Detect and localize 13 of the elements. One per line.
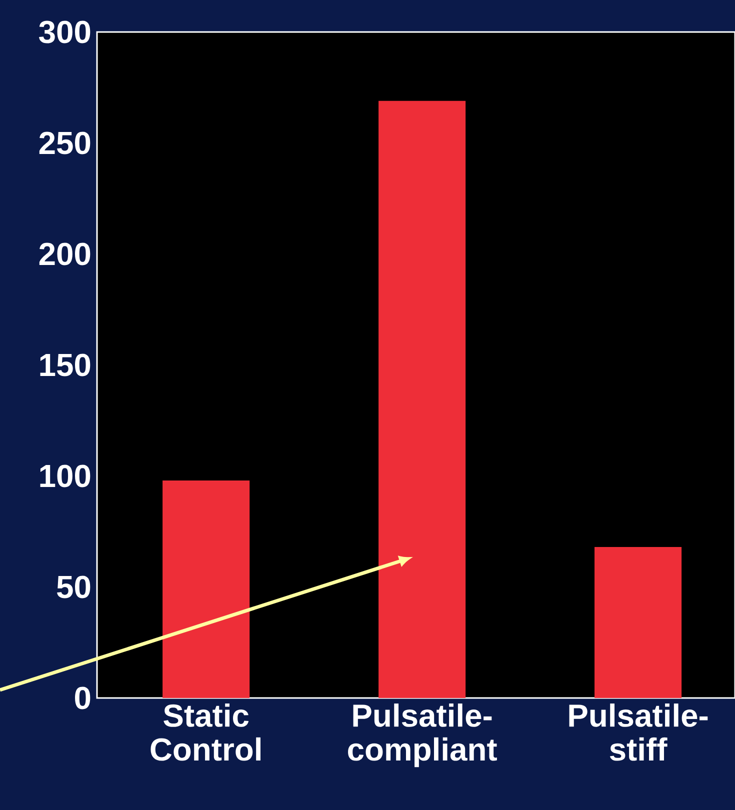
- x-tick-label: Pulsatile-compliant: [348, 704, 497, 768]
- x-tick-label: Static Control: [150, 704, 260, 761]
- y-tick-label: 300: [39, 20, 90, 44]
- x-tick-label: Pulsatile-stiff: [569, 704, 708, 761]
- y-tick-label: 150: [40, 354, 90, 376]
- bar: [378, 100, 466, 698]
- y-tick-label: 0: [75, 686, 90, 710]
- y-tick-label: 50: [57, 576, 90, 598]
- bar: [162, 480, 250, 698]
- y-tick-label: 100: [40, 464, 90, 488]
- y-tick-label: 200: [39, 242, 90, 266]
- bar: [594, 547, 682, 698]
- y-tick-label: 250: [39, 132, 90, 154]
